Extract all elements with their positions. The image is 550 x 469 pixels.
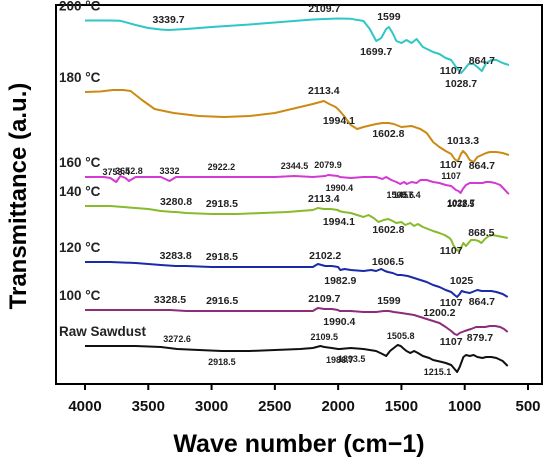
peak-label: 1893.5 — [338, 354, 366, 364]
peak-label: 1602.8 — [372, 224, 404, 236]
series-line-140-c — [85, 205, 508, 252]
series-label-200-c: 200 °C — [59, 0, 101, 14]
x-axis-title: Wave number (cm−1) — [173, 430, 424, 458]
series-label-raw-sawdust: Raw Sawdust — [59, 324, 147, 339]
x-tick-label: 2000 — [321, 398, 354, 415]
series-label-140-c: 140 °C — [59, 184, 101, 199]
peak-label: 1013.3 — [447, 135, 479, 147]
peak-label: 1457.4 — [393, 190, 421, 200]
peak-label: 2916.5 — [206, 295, 238, 307]
peak-label: 2113.4 — [308, 85, 340, 97]
peak-label: 1509.6 — [386, 190, 414, 200]
peak-label: 2918.5 — [208, 357, 236, 367]
plot-frame — [55, 4, 543, 385]
peak-label: 1505.8 — [387, 331, 415, 341]
peak-label: 2918.5 — [206, 198, 238, 210]
series-line-160-c — [85, 174, 510, 195]
series-label-160-c: 160 °C — [59, 155, 101, 170]
x-tick-label: 4000 — [68, 398, 101, 415]
series-line-180-c — [84, 89, 510, 163]
series-labels: 200 °C 180 °C 160 °C 140 °C 120 °C 100 °C Raw … — [59, 0, 147, 339]
peak-label: 1994.1 — [323, 115, 355, 127]
peak-label: 1200.2 — [423, 307, 455, 319]
peak-label: 2922.2 — [208, 162, 236, 172]
x-tick-label: 1000 — [448, 398, 481, 415]
peak-label: 2079.9 — [314, 160, 342, 170]
peak-label: 864.7 — [469, 55, 495, 67]
peak-label: 868.5 — [468, 227, 494, 239]
peak-label: 1028.7 — [447, 198, 475, 208]
peak-label: 1032.5 — [447, 199, 475, 209]
x-axis-ticks: 4000 3500 3000 2500 2000 1500 1000 500 — [68, 384, 541, 415]
x-tick-label: 1500 — [385, 398, 418, 415]
peak-label: 1986.7 — [326, 355, 354, 365]
series-label-100-c: 100 °C — [59, 288, 101, 303]
peak-label: 1699.7 — [360, 46, 392, 58]
peak-label: 1215.1 — [424, 367, 452, 377]
peak-label: 1107 — [440, 336, 463, 348]
series-label-120-c: 120 °C — [59, 240, 101, 255]
peak-label: 2102.2 — [309, 250, 341, 262]
x-tick-label: 3500 — [132, 398, 165, 415]
peak-label: 2109.5 — [311, 332, 339, 342]
peak-label: 1599 — [377, 11, 401, 23]
peak-label: 1107 — [441, 171, 461, 181]
series-line-100-c — [85, 307, 509, 336]
peak-label: 2109.7 — [308, 293, 340, 305]
peak-label: 1107 — [440, 297, 463, 309]
x-tick-label: 3000 — [195, 398, 228, 415]
peak-label: 1990.4 — [326, 183, 354, 193]
peak-annotations: 3339.7 2109.7 1599 1699.7 1107 864.7 1028.7 211… — [102, 3, 495, 377]
x-tick-label: 500 — [515, 398, 540, 415]
peak-label: 1028.7 — [445, 78, 477, 90]
peak-label: 1025 — [450, 275, 474, 287]
peak-label: 3328.5 — [154, 294, 186, 306]
peak-label: 1982.9 — [324, 275, 356, 287]
peak-label: 1994.1 — [323, 216, 355, 228]
peak-label: 879.7 — [467, 332, 493, 344]
peak-label: 1606.5 — [372, 256, 404, 268]
series-line-200-c — [85, 17, 510, 74]
x-tick-label: 2500 — [258, 398, 291, 415]
peak-label: 864.7 — [469, 296, 495, 308]
peak-label: 3339.7 — [153, 14, 185, 26]
peak-label: 1107 — [440, 245, 463, 257]
peak-label: 2344.5 — [281, 161, 309, 171]
series-layer — [84, 17, 510, 373]
peak-label: 1107 — [440, 65, 463, 77]
series-line-120-c — [85, 261, 509, 298]
peak-label: 1107 — [440, 159, 463, 171]
y-axis-title: Transmittance (a.u.) — [5, 83, 32, 310]
peak-label: 864.7 — [469, 160, 495, 172]
peak-label: 3283.8 — [160, 250, 192, 262]
series-line-raw-sawdust — [85, 344, 509, 373]
peak-label: 1599 — [377, 295, 401, 307]
peak-label: 1990.4 — [323, 316, 355, 328]
peak-label: 1602.8 — [372, 128, 404, 140]
peak-label: 2109.7 — [308, 3, 340, 15]
peak-label: 3753.4 — [102, 167, 130, 177]
peak-label: 2113.4 — [308, 193, 340, 205]
peak-label: 3652.8 — [115, 166, 143, 176]
peak-label: 3272.6 — [163, 334, 191, 344]
peak-label: 3280.8 — [160, 196, 192, 208]
series-label-180-c: 180 °C — [59, 70, 101, 85]
peak-label: 3332 — [160, 166, 180, 176]
peak-label: 2918.5 — [206, 251, 238, 263]
